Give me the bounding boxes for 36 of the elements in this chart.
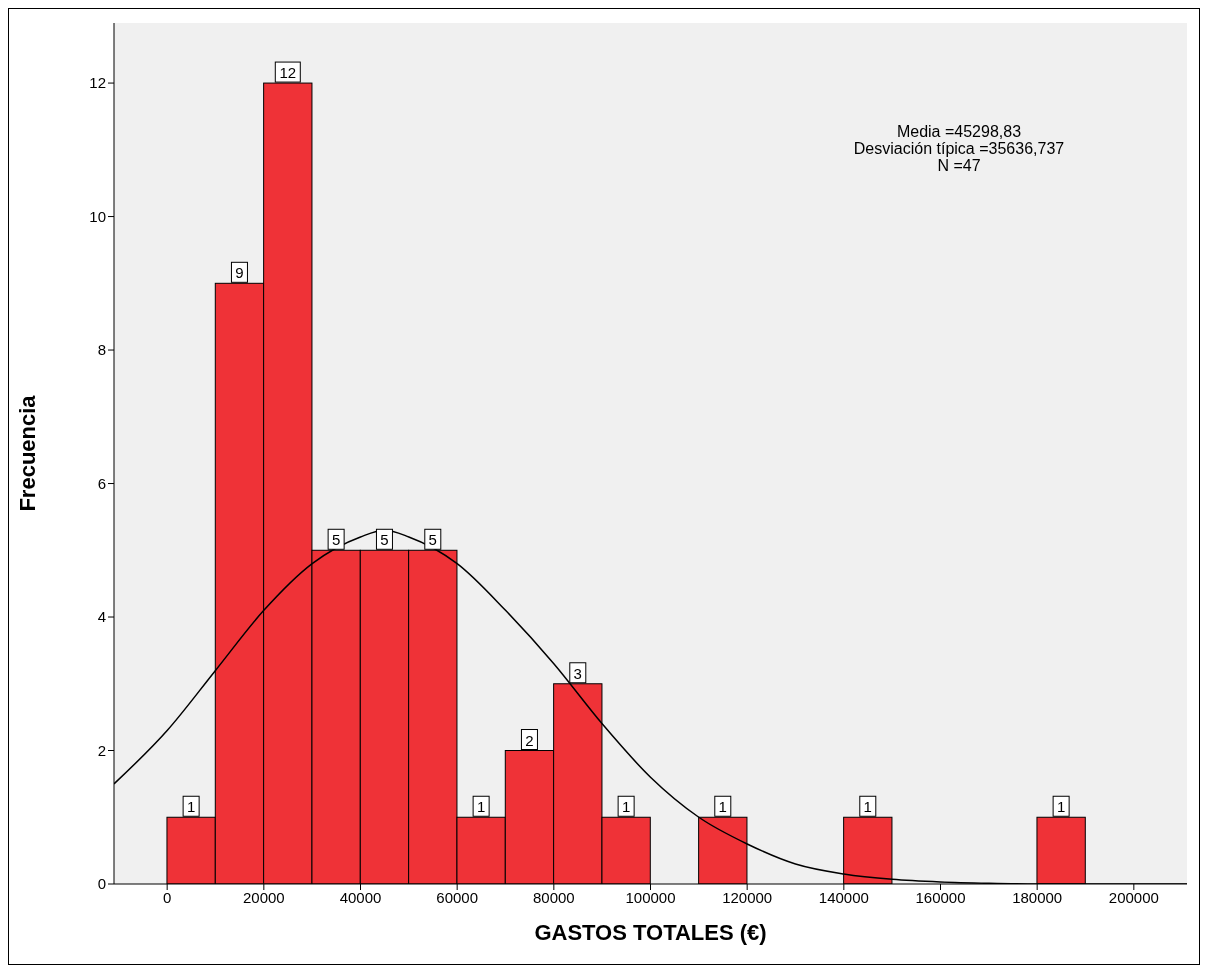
data-label: 1 bbox=[1056, 798, 1066, 816]
x-tick-label: 120000 bbox=[722, 888, 773, 906]
y-axis-title: Frecuencia bbox=[14, 394, 40, 512]
annotation: Desviación típica =35636,737 bbox=[852, 140, 1066, 157]
data-label: 2 bbox=[525, 731, 534, 749]
x-tick-label: 180000 bbox=[1012, 888, 1063, 906]
data-label: 12 bbox=[279, 64, 297, 82]
y-tick-label: 10 bbox=[89, 207, 106, 225]
x-tick-label: 60000 bbox=[436, 888, 479, 906]
data-label: 1 bbox=[186, 798, 196, 816]
y-tick-label: 6 bbox=[97, 474, 106, 492]
x-tick-label: 200000 bbox=[1108, 888, 1159, 906]
data-label: 5 bbox=[380, 531, 389, 549]
data-label: 1 bbox=[621, 798, 631, 816]
x-tick-label: 40000 bbox=[339, 888, 382, 906]
y-tick-label: 0 bbox=[97, 875, 106, 893]
x-axis-title: GASTOS TOTALES (€) bbox=[534, 920, 767, 945]
y-tick-label: 2 bbox=[97, 741, 106, 759]
data-label: 3 bbox=[573, 664, 582, 682]
x-tick-label: 160000 bbox=[915, 888, 966, 906]
data-label: 5 bbox=[428, 531, 437, 549]
y-tick-label: 4 bbox=[97, 608, 106, 626]
y-tick-label: 12 bbox=[89, 74, 106, 92]
data-label: 1 bbox=[863, 798, 872, 816]
x-tick-label: 20000 bbox=[242, 888, 285, 906]
y-tick-label: 8 bbox=[97, 341, 106, 359]
x-tick-label: 0 bbox=[162, 888, 172, 906]
data-label: 9 bbox=[235, 264, 244, 282]
data-label: 1 bbox=[476, 798, 486, 816]
data-label: 5 bbox=[331, 531, 341, 549]
data-label: 1 bbox=[718, 798, 727, 816]
annotation: N =47 bbox=[936, 157, 982, 174]
x-tick-label: 100000 bbox=[625, 888, 676, 906]
x-tick-label: 140000 bbox=[818, 888, 869, 906]
x-tick-label: 80000 bbox=[532, 888, 575, 906]
annotation: Media =45298,83 bbox=[895, 123, 1023, 140]
